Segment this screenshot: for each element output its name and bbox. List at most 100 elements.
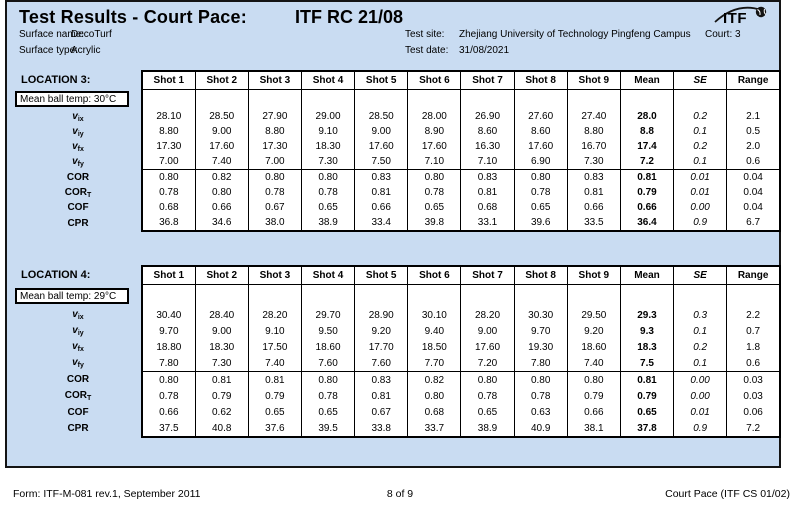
- value-cell: 7.40: [566, 355, 621, 372]
- value-cell: 0.79: [566, 388, 621, 404]
- column-header: Shot 3: [247, 265, 302, 285]
- value-cell: 0.1: [673, 124, 728, 139]
- value-cell: 38.1: [566, 420, 621, 438]
- spacer-cell: [619, 284, 675, 307]
- value-cell: 33.5: [566, 215, 621, 232]
- value-cell: 0.81: [566, 185, 621, 200]
- value-cell: 0.78: [140, 185, 196, 200]
- value-cell: 29.3: [619, 307, 675, 323]
- value-cell: 0.65: [300, 200, 356, 215]
- column-header: Shot 9: [566, 70, 621, 90]
- value-cell: 16.70: [566, 139, 621, 154]
- value-cell: 33.7: [407, 420, 462, 438]
- value-cell: 18.30: [300, 139, 356, 154]
- column-header: Shot 3: [247, 70, 302, 90]
- spacer-cell: [300, 89, 356, 109]
- spacer-cell: [673, 89, 728, 109]
- value-cell: 37.5: [140, 420, 196, 438]
- value-cell: 7.5: [619, 355, 675, 372]
- value-cell: 0.62: [194, 404, 249, 420]
- value-cell: 0.82: [194, 169, 249, 185]
- value-cell: 39.8: [407, 215, 462, 232]
- spacer-cell: [300, 284, 356, 307]
- footer-doc-ref: Court Pace (ITF CS 01/02): [665, 488, 790, 500]
- value-cell: 18.30: [194, 339, 249, 355]
- row-label: CPR: [67, 423, 89, 434]
- value-cell: 0.80: [513, 371, 568, 388]
- value-cell: 6.7: [726, 215, 782, 232]
- value-cell: 8.80: [140, 124, 196, 139]
- row-label: vfy: [72, 357, 84, 370]
- column-header: Shot 2: [194, 265, 249, 285]
- value-cell: 0.06: [726, 404, 782, 420]
- value-cell: 26.90: [460, 109, 515, 124]
- value-cell: 27.60: [513, 109, 568, 124]
- value-cell: 0.81: [354, 185, 409, 200]
- column-header: Shot 1: [140, 70, 196, 90]
- spacer-cell: [619, 89, 675, 109]
- row-label: vix: [72, 110, 84, 123]
- value-cell: 17.60: [460, 339, 515, 355]
- value-cell: 1.8: [726, 339, 782, 355]
- value-cell: 7.00: [247, 154, 302, 170]
- value-cell: 0.00: [673, 371, 728, 388]
- test-date-label: Test date:: [405, 45, 449, 56]
- value-cell: 17.60: [194, 139, 249, 154]
- value-cell: 28.90: [354, 307, 409, 323]
- value-cell: 0.01: [673, 404, 728, 420]
- value-cell: 0.79: [619, 388, 675, 404]
- value-cell: 0.78: [300, 185, 356, 200]
- value-cell: 17.4: [619, 139, 675, 154]
- value-cell: 0.80: [566, 371, 621, 388]
- spacer-cell: [194, 89, 249, 109]
- value-cell: 0.2: [673, 109, 728, 124]
- value-cell: 7.60: [300, 355, 356, 372]
- value-cell: 7.2: [619, 154, 675, 170]
- column-header: Shot 5: [354, 70, 409, 90]
- spacer-cell: [354, 284, 409, 307]
- value-cell: 28.40: [194, 307, 249, 323]
- value-cell: 17.60: [354, 139, 409, 154]
- value-cell: 28.00: [407, 109, 462, 124]
- value-cell: 34.6: [194, 215, 249, 232]
- court-number: Court: 3: [705, 29, 741, 40]
- value-cell: 0.80: [194, 185, 249, 200]
- row-label: viy: [72, 325, 84, 337]
- spacer-cell: [407, 284, 462, 307]
- court-label: Court:: [705, 29, 733, 40]
- value-cell: 33.4: [354, 215, 409, 232]
- value-cell: 9.20: [566, 323, 621, 339]
- value-cell: 0.78: [407, 185, 462, 200]
- value-cell: 7.10: [460, 154, 515, 170]
- column-header: Shot 2: [194, 70, 249, 90]
- value-cell: 0.80: [407, 388, 462, 404]
- value-cell: 37.8: [619, 420, 675, 438]
- results-table-location-3: LOCATION 3: Shot 1 Shot 2 Shot 3 Shot 4 Shot …: [15, 70, 782, 232]
- value-cell: 0.2: [673, 139, 728, 154]
- value-cell: 0.79: [619, 185, 675, 200]
- value-cell: 0.81: [460, 185, 515, 200]
- column-header: Shot 5: [354, 265, 409, 285]
- value-cell: 0.66: [566, 404, 621, 420]
- itf-logo-text: ITF: [723, 10, 747, 27]
- spacer-cell: [566, 284, 621, 307]
- report-panel: Test Results - Court Pace: ITF RC 21/08 …: [5, 0, 782, 468]
- value-cell: 6.90: [513, 154, 568, 170]
- value-cell: 28.20: [247, 307, 302, 323]
- surface-type-label: Surface type:: [19, 45, 78, 56]
- value-cell: 9.00: [354, 124, 409, 139]
- value-cell: 18.3: [619, 339, 675, 355]
- row-label: vfx: [72, 341, 84, 353]
- mean-ball-temp-box: Mean ball temp: 29°C: [15, 287, 129, 304]
- column-header: SE: [673, 70, 728, 90]
- value-cell: 0.83: [566, 169, 621, 185]
- value-cell: 0.03: [726, 388, 782, 404]
- itf-logo: ITF: [711, 3, 771, 29]
- value-cell: 9.00: [194, 323, 249, 339]
- location-name: LOCATION 4:: [21, 269, 91, 282]
- spacer-cell: [407, 89, 462, 109]
- value-cell: 0.04: [726, 185, 782, 200]
- value-cell: 0.80: [300, 371, 356, 388]
- value-cell: 19.30: [513, 339, 568, 355]
